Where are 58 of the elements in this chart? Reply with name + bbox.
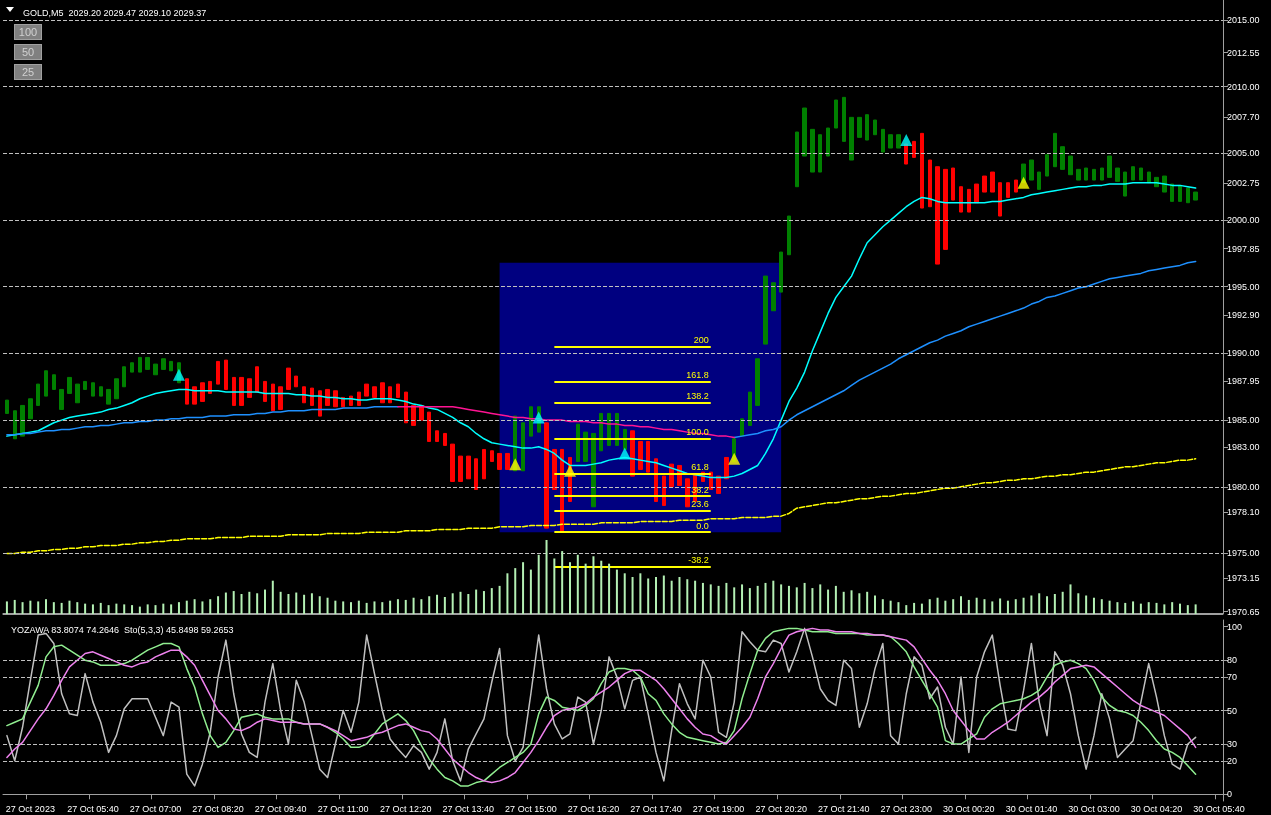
y-tick-label: 80	[1227, 655, 1238, 666]
x-tick-label: 27 Oct 11:00	[317, 803, 369, 814]
annotation: 138.2	[686, 391, 709, 402]
x-tick-label: 27 Oct 09:40	[254, 803, 307, 814]
y-tick-label: 1997.85	[1227, 243, 1260, 254]
y-tick-label: 2002.75	[1227, 178, 1260, 189]
x-tick-label: 27 Oct 19:00	[692, 803, 745, 814]
x-tick-label: 30 Oct 04:20	[1130, 803, 1183, 814]
x-tick-label: 27 Oct 15:00	[505, 803, 557, 814]
x-tick-label: 27 Oct 07:00	[129, 803, 182, 814]
x-tick-label: 27 Oct 21:40	[817, 803, 870, 814]
y-tick-label: 1970.65	[1227, 606, 1260, 617]
annotation: 25	[14, 64, 42, 80]
annotation: 200	[693, 335, 709, 346]
y-tick-label: 2007.70	[1227, 112, 1260, 123]
y-tick-label: 1987.95	[1227, 375, 1260, 386]
x-tick-label: 30 Oct 00:20	[943, 803, 995, 814]
x-tick-label: 30 Oct 05:40	[1193, 803, 1245, 814]
annotation: -38.2	[688, 555, 709, 566]
y-tick-label: 2000.00	[1227, 215, 1260, 226]
x-tick-label: 27 Oct 23:00	[880, 803, 933, 814]
annotation: 161.8	[686, 369, 709, 380]
y-tick-label: 100	[1227, 621, 1243, 632]
x-tick-label: 27 Oct 13:40	[442, 803, 495, 814]
y-tick-label: 50	[1227, 705, 1238, 716]
y-tick-label: 1990.00	[1227, 348, 1260, 359]
y-tick-label: 30	[1227, 739, 1238, 750]
x-tick-label: 30 Oct 03:00	[1068, 803, 1120, 814]
y-tick-label: 2012.55	[1227, 47, 1260, 58]
y-tick-label: 1983.00	[1227, 441, 1260, 452]
text: YOZAWA 83.8074 74.2646 Sto(5,3,3) 45.8498 59.2653	[11, 624, 234, 635]
y-tick-label: 70	[1227, 671, 1238, 682]
x-tick-label: 27 Oct 2023	[5, 803, 55, 814]
y-tick-label: 1992.90	[1227, 309, 1260, 320]
y-tick-label: 1978.10	[1227, 507, 1260, 518]
x-tick-label: 30 Oct 01:40	[1005, 803, 1058, 814]
annotation: 61.8	[691, 461, 709, 472]
x-tick-label: 27 Oct 05:40	[67, 803, 119, 814]
y-tick-label: 2010.00	[1227, 81, 1260, 92]
x-tick-label: 27 Oct 17:40	[630, 803, 682, 814]
y-tick-label: 2005.00	[1227, 148, 1260, 159]
y-tick-label: 2015.00	[1227, 15, 1260, 26]
annotation: 23.6	[691, 499, 709, 510]
y-tick-label: 1980.00	[1227, 481, 1260, 492]
y-tick-label: 20	[1227, 755, 1238, 766]
x-tick-label: 27 Oct 16:20	[567, 803, 620, 814]
x-tick-label: 27 Oct 08:20	[192, 803, 244, 814]
y-tick-label: 1995.00	[1227, 281, 1260, 292]
y-tick-label: 1973.15	[1227, 573, 1260, 584]
y-tick-label: 1975.00	[1227, 548, 1260, 559]
x-tick-label: 27 Oct 20:20	[755, 803, 807, 814]
x-tick-label: 27 Oct 12:20	[379, 803, 432, 814]
y-tick-label: 1985.00	[1227, 415, 1260, 426]
y-tick-label: 0	[1227, 789, 1233, 800]
annotation: 50	[14, 44, 42, 60]
annotation: 0.0	[696, 520, 709, 531]
text: GOLD,M5 2029.20 2029.47 2029.10 2029.37	[23, 7, 207, 18]
annotation: 100	[14, 24, 42, 40]
